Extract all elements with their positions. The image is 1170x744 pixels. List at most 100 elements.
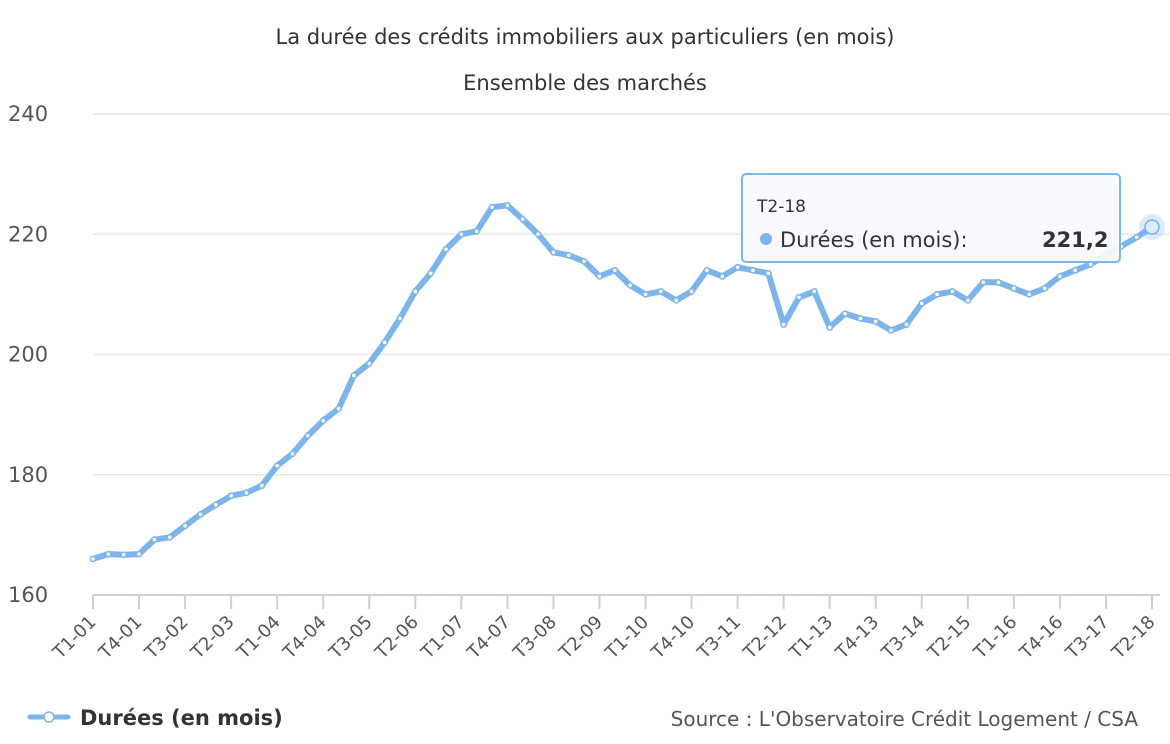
- data-point-T2-03[interactable]: [227, 492, 235, 500]
- x-tick-label: T2-06: [371, 612, 423, 664]
- data-point-T4-04[interactable]: [319, 417, 327, 425]
- data-point-T1-14[interactable]: [887, 327, 895, 334]
- data-point-T4-08[interactable]: [565, 251, 573, 259]
- data-point-T2-06[interactable]: [411, 287, 419, 295]
- y-tick-label: 180: [8, 463, 48, 487]
- data-point-T3-11[interactable]: [734, 263, 742, 271]
- data-point-T2-13[interactable]: [841, 310, 849, 318]
- data-point-T2-14[interactable]: [903, 321, 910, 328]
- x-tick-label: T3-17: [1061, 612, 1113, 664]
- data-point-T4-02[interactable]: [197, 511, 204, 518]
- data-point-T4-07[interactable]: [503, 201, 511, 209]
- x-tick-label: T4-16: [1015, 612, 1067, 664]
- tooltip-value: 221,2: [1042, 228, 1108, 252]
- data-point-T3-03[interactable]: [243, 489, 250, 497]
- data-point-T4-15[interactable]: [995, 278, 1002, 286]
- data-point-T2-08[interactable]: [534, 230, 542, 238]
- data-point-T4-13[interactable]: [872, 318, 880, 325]
- x-tick-label: T1-01: [48, 612, 100, 664]
- x-tick-label: T3-02: [140, 612, 192, 664]
- data-point-T1-08[interactable]: [519, 215, 527, 223]
- data-point-T3-08[interactable]: [550, 248, 557, 256]
- x-tick-label: T3-14: [877, 612, 929, 664]
- legend-label[interactable]: Durées (en mois): [80, 706, 283, 730]
- data-point-T4-06[interactable]: [442, 245, 450, 253]
- x-tick-label: T4-01: [94, 612, 146, 664]
- data-point-T3-13[interactable]: [856, 315, 864, 322]
- data-point-T4-05[interactable]: [381, 339, 389, 346]
- data-point-T1-15[interactable]: [949, 287, 956, 295]
- data-point-T3-10[interactable]: [672, 296, 680, 304]
- x-tick-label: T4-13: [831, 612, 883, 664]
- data-point-T4-03[interactable]: [258, 482, 266, 489]
- chart-subtitle: Ensemble des marchés: [463, 71, 707, 95]
- data-point-T1-01[interactable]: [89, 555, 97, 563]
- data-point-T1-07[interactable]: [457, 230, 465, 238]
- x-axis: T1-01T4-01T3-02T2-03T1-04T4-04T3-05T2-06…: [48, 594, 1160, 664]
- y-tick-label: 220: [8, 222, 48, 246]
- tooltip-series-marker: [760, 233, 772, 245]
- data-point-T2-05[interactable]: [350, 372, 358, 379]
- data-point-T2-10[interactable]: [657, 287, 665, 295]
- chart-title: La durée des crédits immobiliers aux par…: [276, 25, 895, 49]
- data-point-T2-04[interactable]: [289, 450, 296, 458]
- legend-point-symbol[interactable]: [43, 711, 55, 723]
- data-point-T2-18[interactable]: [1144, 219, 1160, 235]
- x-tick-label: T3-11: [693, 612, 745, 664]
- data-point-T2-07[interactable]: [473, 227, 481, 235]
- data-point-T3-04[interactable]: [304, 432, 312, 440]
- data-point-T3-14[interactable]: [918, 299, 926, 307]
- data-point-T1-04[interactable]: [273, 462, 281, 470]
- data-point-T4-16[interactable]: [1056, 272, 1064, 280]
- data-point-T1-02[interactable]: [150, 536, 158, 544]
- x-tick-label: T1-04: [232, 612, 284, 664]
- data-point-T3-16[interactable]: [1041, 284, 1048, 292]
- data-point-T3-02[interactable]: [181, 522, 189, 530]
- data-point-T1-18[interactable]: [1133, 233, 1141, 241]
- x-tick-label: T1-10: [601, 612, 653, 664]
- data-point-T1-06[interactable]: [396, 315, 404, 322]
- data-point-T2-12[interactable]: [780, 321, 788, 328]
- data-point-T1-17[interactable]: [1071, 266, 1079, 274]
- data-point-T1-03[interactable]: [212, 501, 220, 509]
- x-tick-label: T3-05: [325, 612, 377, 664]
- data-point-T2-01[interactable]: [104, 550, 112, 558]
- data-point-T2-11[interactable]: [718, 272, 726, 280]
- data-point-T3-07[interactable]: [488, 203, 496, 211]
- x-tick-label: T1-13: [785, 612, 837, 664]
- data-point-T4-09[interactable]: [626, 281, 634, 289]
- y-tick-label: 240: [8, 102, 48, 126]
- data-point-T2-16[interactable]: [1025, 290, 1033, 298]
- data-point-T2-09[interactable]: [596, 272, 603, 280]
- x-tick-label: T3-08: [509, 612, 561, 664]
- data-point-T1-16[interactable]: [1010, 284, 1018, 292]
- data-point-T4-11[interactable]: [749, 266, 757, 274]
- data-point-T2-02[interactable]: [166, 533, 174, 541]
- y-tick-label: 200: [8, 343, 48, 367]
- series-line-durees[interactable]: [90, 202, 1155, 562]
- data-point-T3-06[interactable]: [427, 269, 435, 277]
- series-durees[interactable]: [89, 201, 1165, 563]
- data-point-T1-10[interactable]: [642, 290, 649, 298]
- data-point-T4-12[interactable]: [810, 287, 818, 295]
- data-point-T3-12[interactable]: [795, 293, 803, 301]
- data-point-T3-09[interactable]: [611, 266, 619, 274]
- tooltip-series-name: Durées (en mois):: [780, 228, 968, 252]
- legend[interactable]: Durées (en mois): [27, 706, 283, 730]
- data-point-T3-05[interactable]: [365, 360, 373, 367]
- data-point-T2-15[interactable]: [964, 296, 972, 304]
- data-point-T3-15[interactable]: [979, 278, 987, 286]
- data-point-T4-10[interactable]: [688, 287, 695, 295]
- hover-halo: [1139, 214, 1165, 241]
- data-point-T1-13[interactable]: [826, 324, 834, 331]
- data-point-T4-01[interactable]: [135, 550, 143, 558]
- data-point-T4-14[interactable]: [933, 290, 941, 298]
- y-axis: 160 180 200 220 240: [8, 102, 48, 607]
- data-point-T1-09[interactable]: [580, 257, 588, 265]
- data-point-T3-01[interactable]: [120, 551, 128, 559]
- x-tick-label: T4-07: [463, 612, 515, 664]
- data-point-T1-12[interactable]: [764, 269, 772, 277]
- data-point-T1-11[interactable]: [703, 266, 711, 274]
- data-point-T1-05[interactable]: [335, 405, 342, 413]
- x-tick-label: T4-10: [647, 612, 699, 664]
